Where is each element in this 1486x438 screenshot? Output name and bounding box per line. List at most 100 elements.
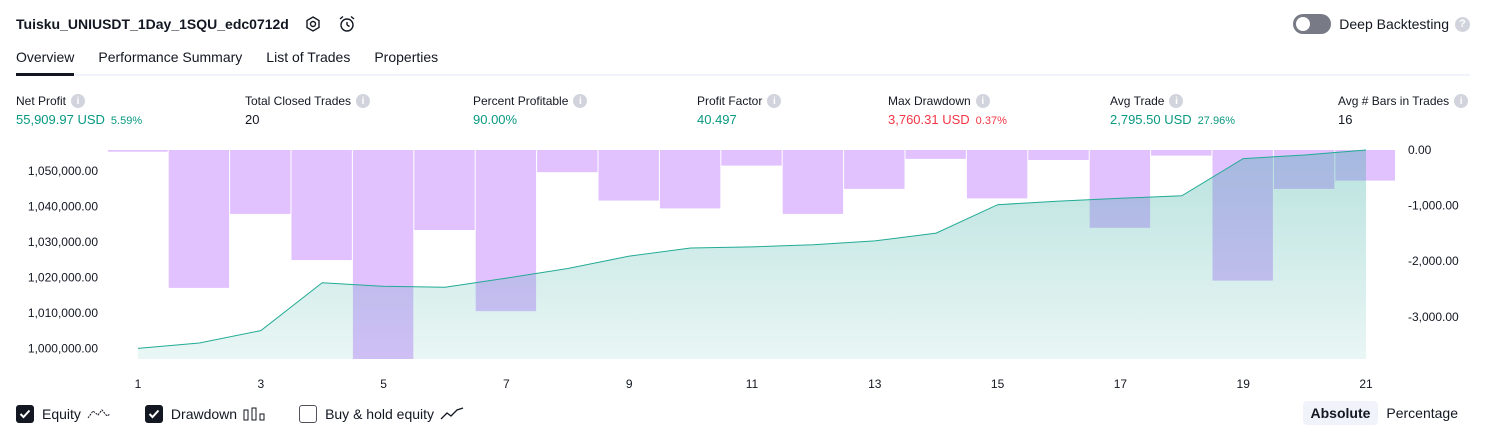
- info-icon[interactable]: i: [1169, 94, 1184, 108]
- legend-drawdown[interactable]: Drawdown: [144, 405, 265, 423]
- equity-area: [138, 150, 1366, 359]
- settings-icon[interactable]: [303, 14, 323, 34]
- drawdown-bar: [108, 150, 168, 152]
- percentage-button[interactable]: Percentage: [1386, 405, 1458, 421]
- drawdown-bar: [905, 150, 966, 159]
- metric-total-closed-trades: Total Closed Trades i 20: [245, 92, 371, 127]
- left-axis-tick-label: 1,000,000.00: [28, 341, 98, 355]
- avg-trade-value: 2,795.50 USD: [1110, 112, 1192, 127]
- total-closed-trades-value: 20: [245, 112, 260, 127]
- avg-bars-value: 16: [1338, 112, 1353, 127]
- right-axis-tick-label: -2,000.00: [1408, 254, 1459, 268]
- info-icon[interactable]: i: [71, 94, 86, 108]
- x-axis-tick-label: 5: [380, 377, 387, 391]
- profit-factor-label: Profit Factor: [697, 94, 763, 108]
- scale-mode-switch: Absolute Percentage: [1302, 401, 1467, 425]
- strategy-title: Tuisku_UNIUSDT_1Day_1SQU_edc0712d: [16, 16, 289, 32]
- right-axis-labels: 0.00 -1,000.00 -2,000.00 -3,000.00: [1408, 143, 1459, 324]
- max-drawdown-label: Max Drawdown: [888, 94, 971, 108]
- total-closed-trades-label: Total Closed Trades: [245, 94, 352, 108]
- right-axis-tick-label: 0.00: [1408, 143, 1432, 157]
- checkbox-checked-icon[interactable]: [144, 405, 163, 423]
- profit-factor-value: 40.497: [697, 112, 737, 127]
- left-axis-tick-label: 1,010,000.00: [28, 306, 98, 320]
- info-icon[interactable]: i: [573, 94, 588, 108]
- strategy-header: Tuisku_UNIUSDT_1Day_1SQU_edc0712d: [16, 12, 357, 36]
- drawdown-bar: [414, 150, 475, 230]
- toggle-knob: [1296, 17, 1311, 31]
- right-axis-tick-label: -3,000.00: [1408, 310, 1459, 324]
- legend-buy-hold-label: Buy & hold equity: [325, 406, 435, 422]
- tab-properties[interactable]: Properties: [374, 49, 439, 65]
- legend-equity[interactable]: Equity: [16, 405, 111, 423]
- tab-overview[interactable]: Overview: [16, 46, 75, 76]
- x-axis-tick-label: 9: [626, 377, 633, 391]
- alarm-clock-icon[interactable]: [337, 14, 357, 34]
- left-axis-tick-label: 1,030,000.00: [28, 235, 98, 249]
- percent-profitable-label: Percent Profitable: [473, 94, 569, 108]
- tab-list-of-trades[interactable]: List of Trades: [266, 49, 351, 65]
- avg-bars-label: Avg # Bars in Trades: [1338, 94, 1450, 108]
- x-axis-tick-label: 1: [135, 377, 142, 391]
- equity-area-group: [137, 149, 1367, 359]
- equity-drawdown-chart[interactable]: 1,000,000.00 1,010,000.00 1,020,000.00 1,03…: [0, 140, 1486, 398]
- drawdown-bar: [291, 150, 352, 261]
- net-profit-label: Net Profit: [16, 94, 67, 108]
- checkbox-checked-icon[interactable]: [16, 405, 34, 423]
- info-icon[interactable]: i: [356, 94, 371, 108]
- x-axis-labels: 1 3 5 7 9 11 13 15 17 19 21: [135, 377, 1373, 391]
- left-axis-tick-label: 1,020,000.00: [28, 270, 98, 284]
- metric-avg-trade: Avg Trade i 2,795.50 USD 27.96%: [1110, 92, 1235, 127]
- tab-bar: Overview Performance Summary List of Tra…: [16, 46, 1470, 76]
- info-icon[interactable]: i: [767, 94, 782, 108]
- legend-buy-hold[interactable]: Buy & hold equity: [299, 405, 464, 423]
- drawdown-bar: [1151, 150, 1212, 156]
- metric-profit-factor: Profit Factor i 40.497: [697, 92, 782, 127]
- right-axis-tick-label: -1,000.00: [1408, 199, 1459, 213]
- x-axis-tick-label: 3: [257, 377, 264, 391]
- metric-max-drawdown: Max Drawdown i 3,760.31 USD 0.37%: [888, 92, 1007, 127]
- percent-profitable-value: 90.00%: [473, 112, 518, 127]
- info-icon[interactable]: i: [1454, 94, 1469, 108]
- equity-line: [137, 149, 1367, 349]
- x-axis-tick-label: 17: [1114, 377, 1128, 391]
- drawdown-bar: [168, 150, 230, 288]
- drawdown-bar: [1028, 150, 1089, 160]
- trend-line-icon: [440, 407, 464, 421]
- x-axis-tick-label: 15: [991, 377, 1005, 391]
- net-profit-pct: 5.59%: [110, 115, 143, 127]
- deep-backtesting-toggle[interactable]: [1293, 14, 1332, 34]
- legend-equity-label: Equity: [42, 406, 81, 422]
- drawdown-bar: [537, 150, 598, 173]
- x-axis-tick-label: 7: [503, 377, 510, 391]
- question-mark-icon[interactable]: ?: [1455, 16, 1470, 32]
- deep-backtesting: Deep Backtesting ?: [1293, 13, 1470, 35]
- x-axis-tick-label: 19: [1237, 377, 1251, 391]
- metric-net-profit: Net Profit i 55,909.97 USD 5.59%: [16, 92, 142, 127]
- chart-legend: Equity Drawdown Buy & hold equity: [16, 402, 498, 426]
- x-axis-tick-label: 13: [868, 377, 882, 391]
- deep-backtesting-label: Deep Backtesting: [1339, 16, 1449, 32]
- max-drawdown-pct: 0.37%: [975, 115, 1007, 127]
- x-axis-tick-label: 21: [1359, 377, 1373, 391]
- checkbox-unchecked-icon[interactable]: [299, 405, 318, 423]
- absolute-button[interactable]: Absolute: [1302, 401, 1379, 425]
- drawdown-bar: [966, 150, 1028, 199]
- info-icon[interactable]: i: [975, 94, 990, 108]
- x-axis-tick-label: 11: [746, 377, 759, 391]
- drawdown-bar: [230, 150, 291, 214]
- legend-drawdown-label: Drawdown: [170, 406, 238, 422]
- avg-trade-label: Avg Trade: [1110, 94, 1165, 108]
- max-drawdown-value: 3,760.31 USD: [888, 112, 970, 127]
- avg-trade-pct: 27.96%: [1197, 115, 1235, 127]
- drawdown-bar: [782, 150, 844, 214]
- drawdown-bar: [721, 150, 782, 166]
- left-axis-labels: 1,000,000.00 1,010,000.00 1,020,000.00 1,03…: [28, 164, 98, 355]
- drawdown-bar: [844, 150, 905, 189]
- bar-chart-icon: [243, 407, 265, 421]
- tab-performance-summary[interactable]: Performance Summary: [98, 49, 243, 65]
- equity-line-icon: [87, 407, 111, 421]
- net-profit-value: 55,909.97 USD: [16, 112, 105, 127]
- left-axis-tick-label: 1,040,000.00: [28, 199, 98, 213]
- drawdown-bar: [598, 150, 659, 201]
